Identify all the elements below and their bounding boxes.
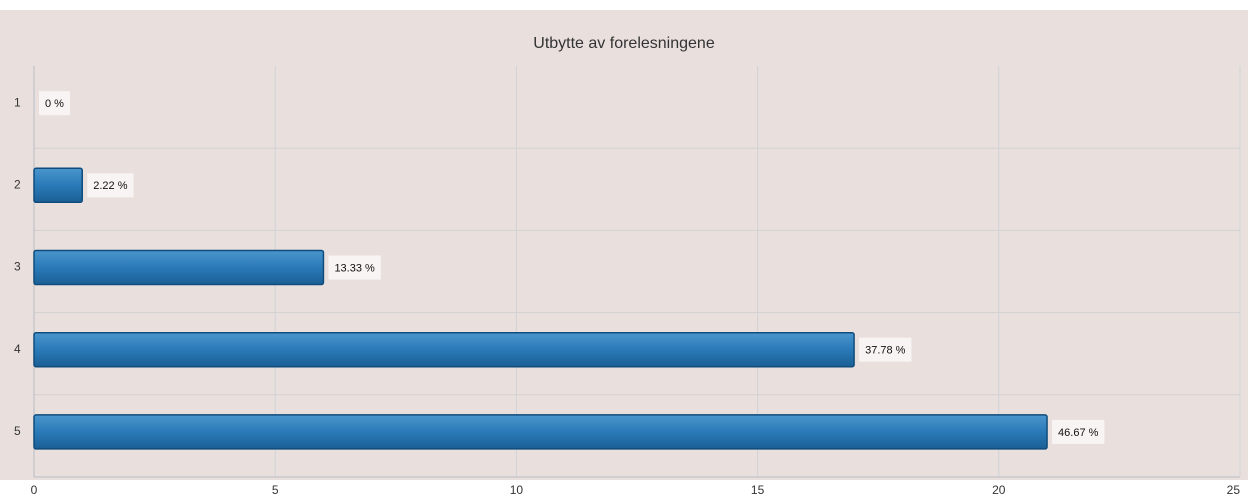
y-tick-label: 5 xyxy=(14,424,21,438)
data-label-box xyxy=(1052,419,1105,444)
data-label-box xyxy=(87,173,134,198)
bar xyxy=(33,249,325,286)
data-label: 0 % xyxy=(45,98,64,110)
bar xyxy=(33,331,855,368)
x-tick-label: 25 xyxy=(1227,483,1241,497)
chart-background xyxy=(0,10,1248,480)
chart-title: Utbytte av forelesningene xyxy=(533,35,715,52)
y-tick-label: 2 xyxy=(14,177,21,191)
data-label-box xyxy=(859,337,912,362)
data-label-box xyxy=(328,255,381,280)
x-tick-label: 15 xyxy=(751,483,765,497)
y-tick-label: 4 xyxy=(14,342,21,356)
data-label: 13.33 % xyxy=(334,262,375,274)
x-tick-label: 0 xyxy=(31,483,38,497)
data-label-box xyxy=(39,91,70,116)
data-label: 2.22 % xyxy=(93,180,127,192)
data-label: 46.67 % xyxy=(1058,427,1099,439)
bar xyxy=(33,167,83,204)
y-tick-label: 1 xyxy=(14,95,21,109)
x-tick-label: 20 xyxy=(992,483,1006,497)
data-label: 37.78 % xyxy=(865,345,906,357)
x-tick-label: 10 xyxy=(510,483,524,497)
y-tick-label: 3 xyxy=(14,260,21,274)
x-tick-label: 5 xyxy=(272,483,279,497)
bar xyxy=(33,414,1048,450)
